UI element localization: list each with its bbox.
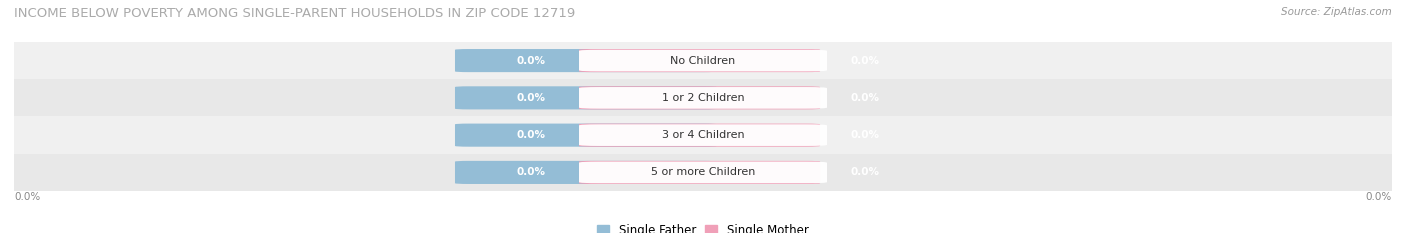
FancyBboxPatch shape bbox=[579, 50, 827, 71]
Text: 0.0%: 0.0% bbox=[14, 192, 41, 202]
Text: 0.0%: 0.0% bbox=[516, 130, 546, 140]
FancyBboxPatch shape bbox=[579, 161, 820, 184]
Text: 0.0%: 0.0% bbox=[851, 56, 879, 65]
Text: 0.0%: 0.0% bbox=[516, 168, 546, 177]
Text: Source: ZipAtlas.com: Source: ZipAtlas.com bbox=[1281, 7, 1392, 17]
Text: 0.0%: 0.0% bbox=[516, 93, 546, 103]
Legend: Single Father, Single Mother: Single Father, Single Mother bbox=[593, 219, 813, 233]
FancyBboxPatch shape bbox=[456, 86, 717, 110]
Text: 1 or 2 Children: 1 or 2 Children bbox=[662, 93, 744, 103]
Text: 0.0%: 0.0% bbox=[1365, 192, 1392, 202]
Text: No Children: No Children bbox=[671, 56, 735, 65]
FancyBboxPatch shape bbox=[579, 123, 820, 147]
Bar bbox=[14, 79, 1392, 116]
Text: 0.0%: 0.0% bbox=[851, 93, 879, 103]
Text: 0.0%: 0.0% bbox=[851, 168, 879, 177]
FancyBboxPatch shape bbox=[579, 49, 820, 72]
Bar bbox=[14, 116, 1392, 154]
Text: 3 or 4 Children: 3 or 4 Children bbox=[662, 130, 744, 140]
Bar bbox=[14, 42, 1392, 79]
FancyBboxPatch shape bbox=[456, 49, 717, 72]
FancyBboxPatch shape bbox=[456, 123, 717, 147]
FancyBboxPatch shape bbox=[579, 86, 820, 110]
Text: 0.0%: 0.0% bbox=[851, 130, 879, 140]
FancyBboxPatch shape bbox=[579, 87, 827, 109]
Text: 0.0%: 0.0% bbox=[516, 56, 546, 65]
Text: 5 or more Children: 5 or more Children bbox=[651, 168, 755, 177]
FancyBboxPatch shape bbox=[579, 124, 827, 146]
Bar bbox=[14, 154, 1392, 191]
Text: INCOME BELOW POVERTY AMONG SINGLE-PARENT HOUSEHOLDS IN ZIP CODE 12719: INCOME BELOW POVERTY AMONG SINGLE-PARENT… bbox=[14, 7, 575, 20]
FancyBboxPatch shape bbox=[579, 162, 827, 183]
FancyBboxPatch shape bbox=[456, 161, 717, 184]
